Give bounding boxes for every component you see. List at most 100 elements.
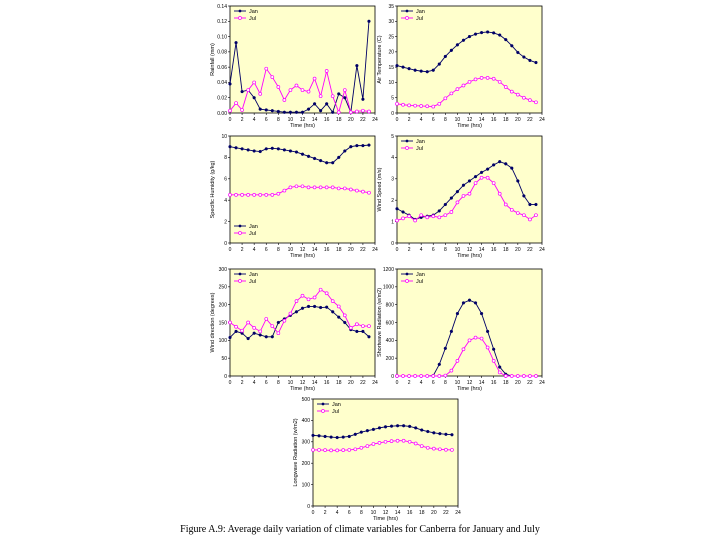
x-tick-label: 20 (431, 510, 437, 516)
data-point-jul (240, 108, 244, 112)
data-point-jan (341, 435, 345, 439)
data-point-jul (497, 191, 502, 196)
chart-7: 0 2 4 6 8 10 12 14 16 18 20 22 240100200300400500Tim… (293, 397, 461, 522)
data-point-jul (485, 175, 490, 180)
data-point-jul (258, 329, 263, 334)
x-axis-label: Time (hrs) (290, 386, 315, 392)
x-tick-label: 0 (229, 117, 232, 123)
data-point-jul (367, 324, 371, 328)
data-point-jul (395, 218, 399, 223)
x-tick-label: 0 (312, 510, 315, 516)
data-point-jul (329, 448, 333, 453)
data-point-jul (528, 98, 532, 103)
data-point-jan (361, 329, 365, 334)
data-point-jan (276, 320, 280, 325)
x-tick-label: 6 (265, 380, 268, 386)
data-point-jan (528, 202, 532, 207)
legend-label-jul: Jul (416, 16, 423, 22)
y-tick-label: 0.06 (217, 65, 227, 71)
x-tick-label: 20 (515, 117, 521, 123)
data-point-jul (528, 217, 532, 222)
data-point-jul (419, 213, 424, 218)
data-point-jan (359, 430, 363, 434)
y-tick-label: 3 (391, 177, 394, 183)
x-tick-label: 22 (360, 380, 366, 386)
x-tick-label: 18 (419, 510, 425, 516)
data-point-jul (461, 83, 466, 88)
data-point-jul (395, 374, 399, 378)
x-tick-label: 24 (539, 247, 545, 253)
x-tick-label: 16 (407, 510, 413, 516)
data-point-jan (402, 424, 406, 428)
data-point-jan (467, 34, 472, 39)
legend-label-jan: Jan (416, 9, 425, 15)
data-point-jul (276, 85, 281, 89)
data-point-jan (371, 427, 376, 431)
data-point-jul (438, 447, 442, 452)
data-point-jan (240, 147, 244, 151)
legend-label-jul: Jul (249, 16, 256, 22)
data-point-jul (425, 374, 430, 378)
y-tick-label: 5 (391, 134, 394, 140)
data-point-jan (383, 425, 388, 429)
data-point-jul (413, 441, 418, 446)
data-point-jul (509, 89, 514, 94)
data-point-jul (425, 215, 430, 220)
data-point-jul (234, 324, 238, 329)
data-point-jan (426, 429, 430, 434)
data-point-jul (461, 347, 466, 352)
data-point-jan (395, 64, 399, 68)
data-point-jan (473, 301, 478, 305)
data-point-jan (246, 336, 250, 341)
x-tick-label: 12 (300, 247, 306, 253)
data-point-jan (401, 65, 405, 69)
plot-area (396, 268, 543, 377)
data-point-jan (329, 435, 333, 439)
data-point-jan (347, 434, 351, 439)
data-point-jan (461, 183, 466, 187)
data-point-jul (228, 193, 232, 197)
x-tick-label: 16 (491, 247, 497, 253)
y-tick-label: 100 (219, 338, 228, 344)
data-point-jan (270, 109, 274, 113)
x-axis-label: Time (hrs) (290, 123, 315, 129)
legend-marker (405, 146, 409, 150)
x-tick-label: 8 (444, 247, 447, 253)
y-axis-label: Shortwave Radiation (w/m2) (377, 288, 383, 357)
data-point-jul (240, 328, 244, 333)
data-point-jul (503, 202, 508, 207)
x-tick-label: 14 (479, 117, 485, 123)
data-point-jan (312, 156, 317, 161)
data-point-jul (318, 185, 323, 190)
data-point-jan (337, 92, 341, 96)
x-tick-label: 2 (408, 247, 411, 253)
x-tick-label: 12 (467, 247, 473, 253)
data-point-jan (377, 426, 382, 430)
data-point-jul (419, 104, 424, 108)
data-point-jul (444, 447, 448, 452)
data-point-jul (282, 188, 287, 193)
x-tick-label: 4 (253, 247, 256, 253)
y-tick-label: 0.02 (217, 96, 227, 102)
y-tick-label: 30 (388, 19, 394, 25)
data-point-jan (461, 301, 466, 305)
data-point-jul (455, 358, 460, 363)
data-point-jul (324, 185, 329, 190)
x-tick-label: 4 (253, 380, 256, 386)
x-tick-label: 16 (324, 380, 330, 386)
legend-label-jan: Jan (332, 402, 341, 408)
data-point-jan (492, 347, 496, 351)
data-point-jan (361, 144, 365, 148)
data-point-jul (367, 190, 371, 195)
x-tick-label: 12 (383, 510, 389, 516)
x-tick-label: 14 (312, 247, 318, 253)
x-tick-label: 20 (348, 247, 354, 253)
data-point-jul (361, 108, 365, 113)
data-point-jul (389, 439, 394, 444)
data-point-jul (485, 75, 490, 80)
data-point-jul (401, 374, 405, 378)
data-point-jul (288, 185, 293, 190)
x-tick-label: 2 (241, 247, 244, 253)
data-point-jan (258, 333, 262, 337)
legend-marker (238, 279, 242, 283)
